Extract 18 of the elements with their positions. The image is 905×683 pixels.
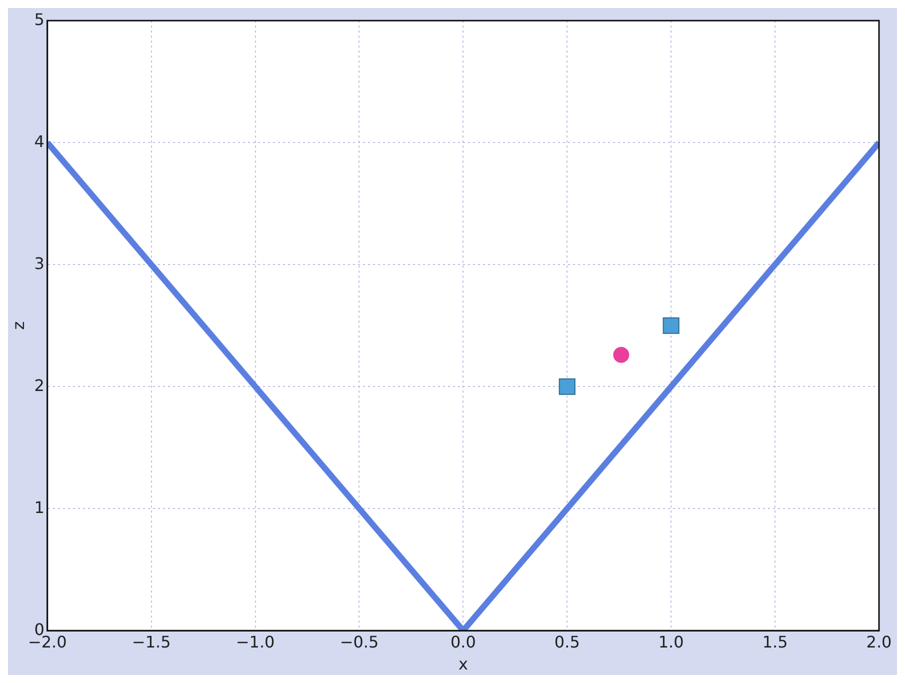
x-tick-label: 1.0 [658,632,684,652]
x-axis-title: x [458,654,468,674]
y-tick-label: 2 [34,376,44,395]
y-tick-label: 1 [34,498,44,517]
point [662,317,680,334]
y-tick-label: 3 [34,254,44,273]
y-tick-label: 4 [34,132,44,151]
x-tick-label: 0.5 [554,632,580,652]
y-tick-label: 5 [34,10,44,29]
x-tick-label: −0.5 [340,632,379,652]
x-tick-label: 0.0 [450,632,476,652]
y-axis-title: z [8,321,28,330]
x-tick-label: −1.5 [132,632,171,652]
x-tick-label: 1.5 [762,632,788,652]
x-tick-label: −1.0 [236,632,275,652]
x-tick-label: 2.0 [866,632,892,652]
point [558,378,576,395]
point [613,346,630,363]
